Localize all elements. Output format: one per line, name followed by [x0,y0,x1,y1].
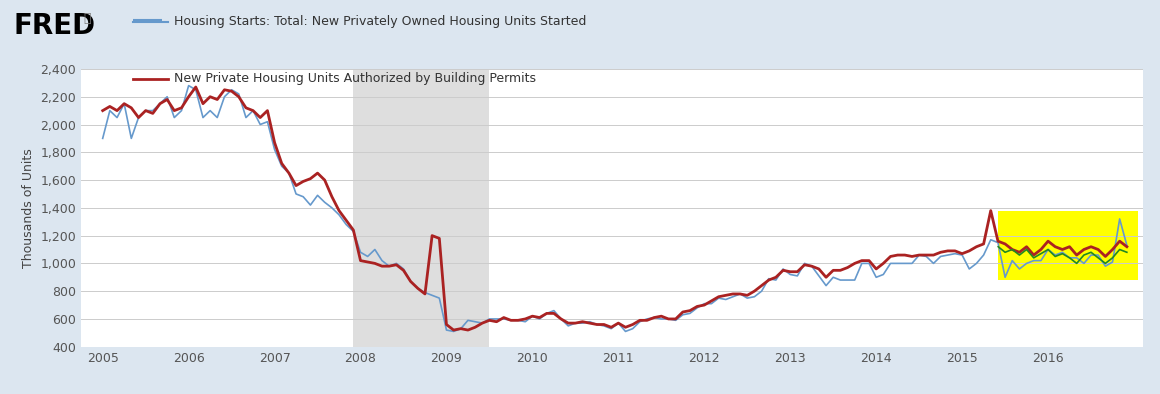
Text: 🌐: 🌐 [84,12,90,25]
Text: Housing Starts: Total: New Privately Owned Housing Units Started: Housing Starts: Total: New Privately Own… [174,15,586,28]
Text: New Private Housing Units Authorized by Building Permits: New Private Housing Units Authorized by … [174,72,536,85]
Text: FRED: FRED [14,12,96,40]
Bar [999,211,1138,280]
Y-axis label: Thousands of Units: Thousands of Units [22,148,35,268]
Bar [354,69,490,347]
